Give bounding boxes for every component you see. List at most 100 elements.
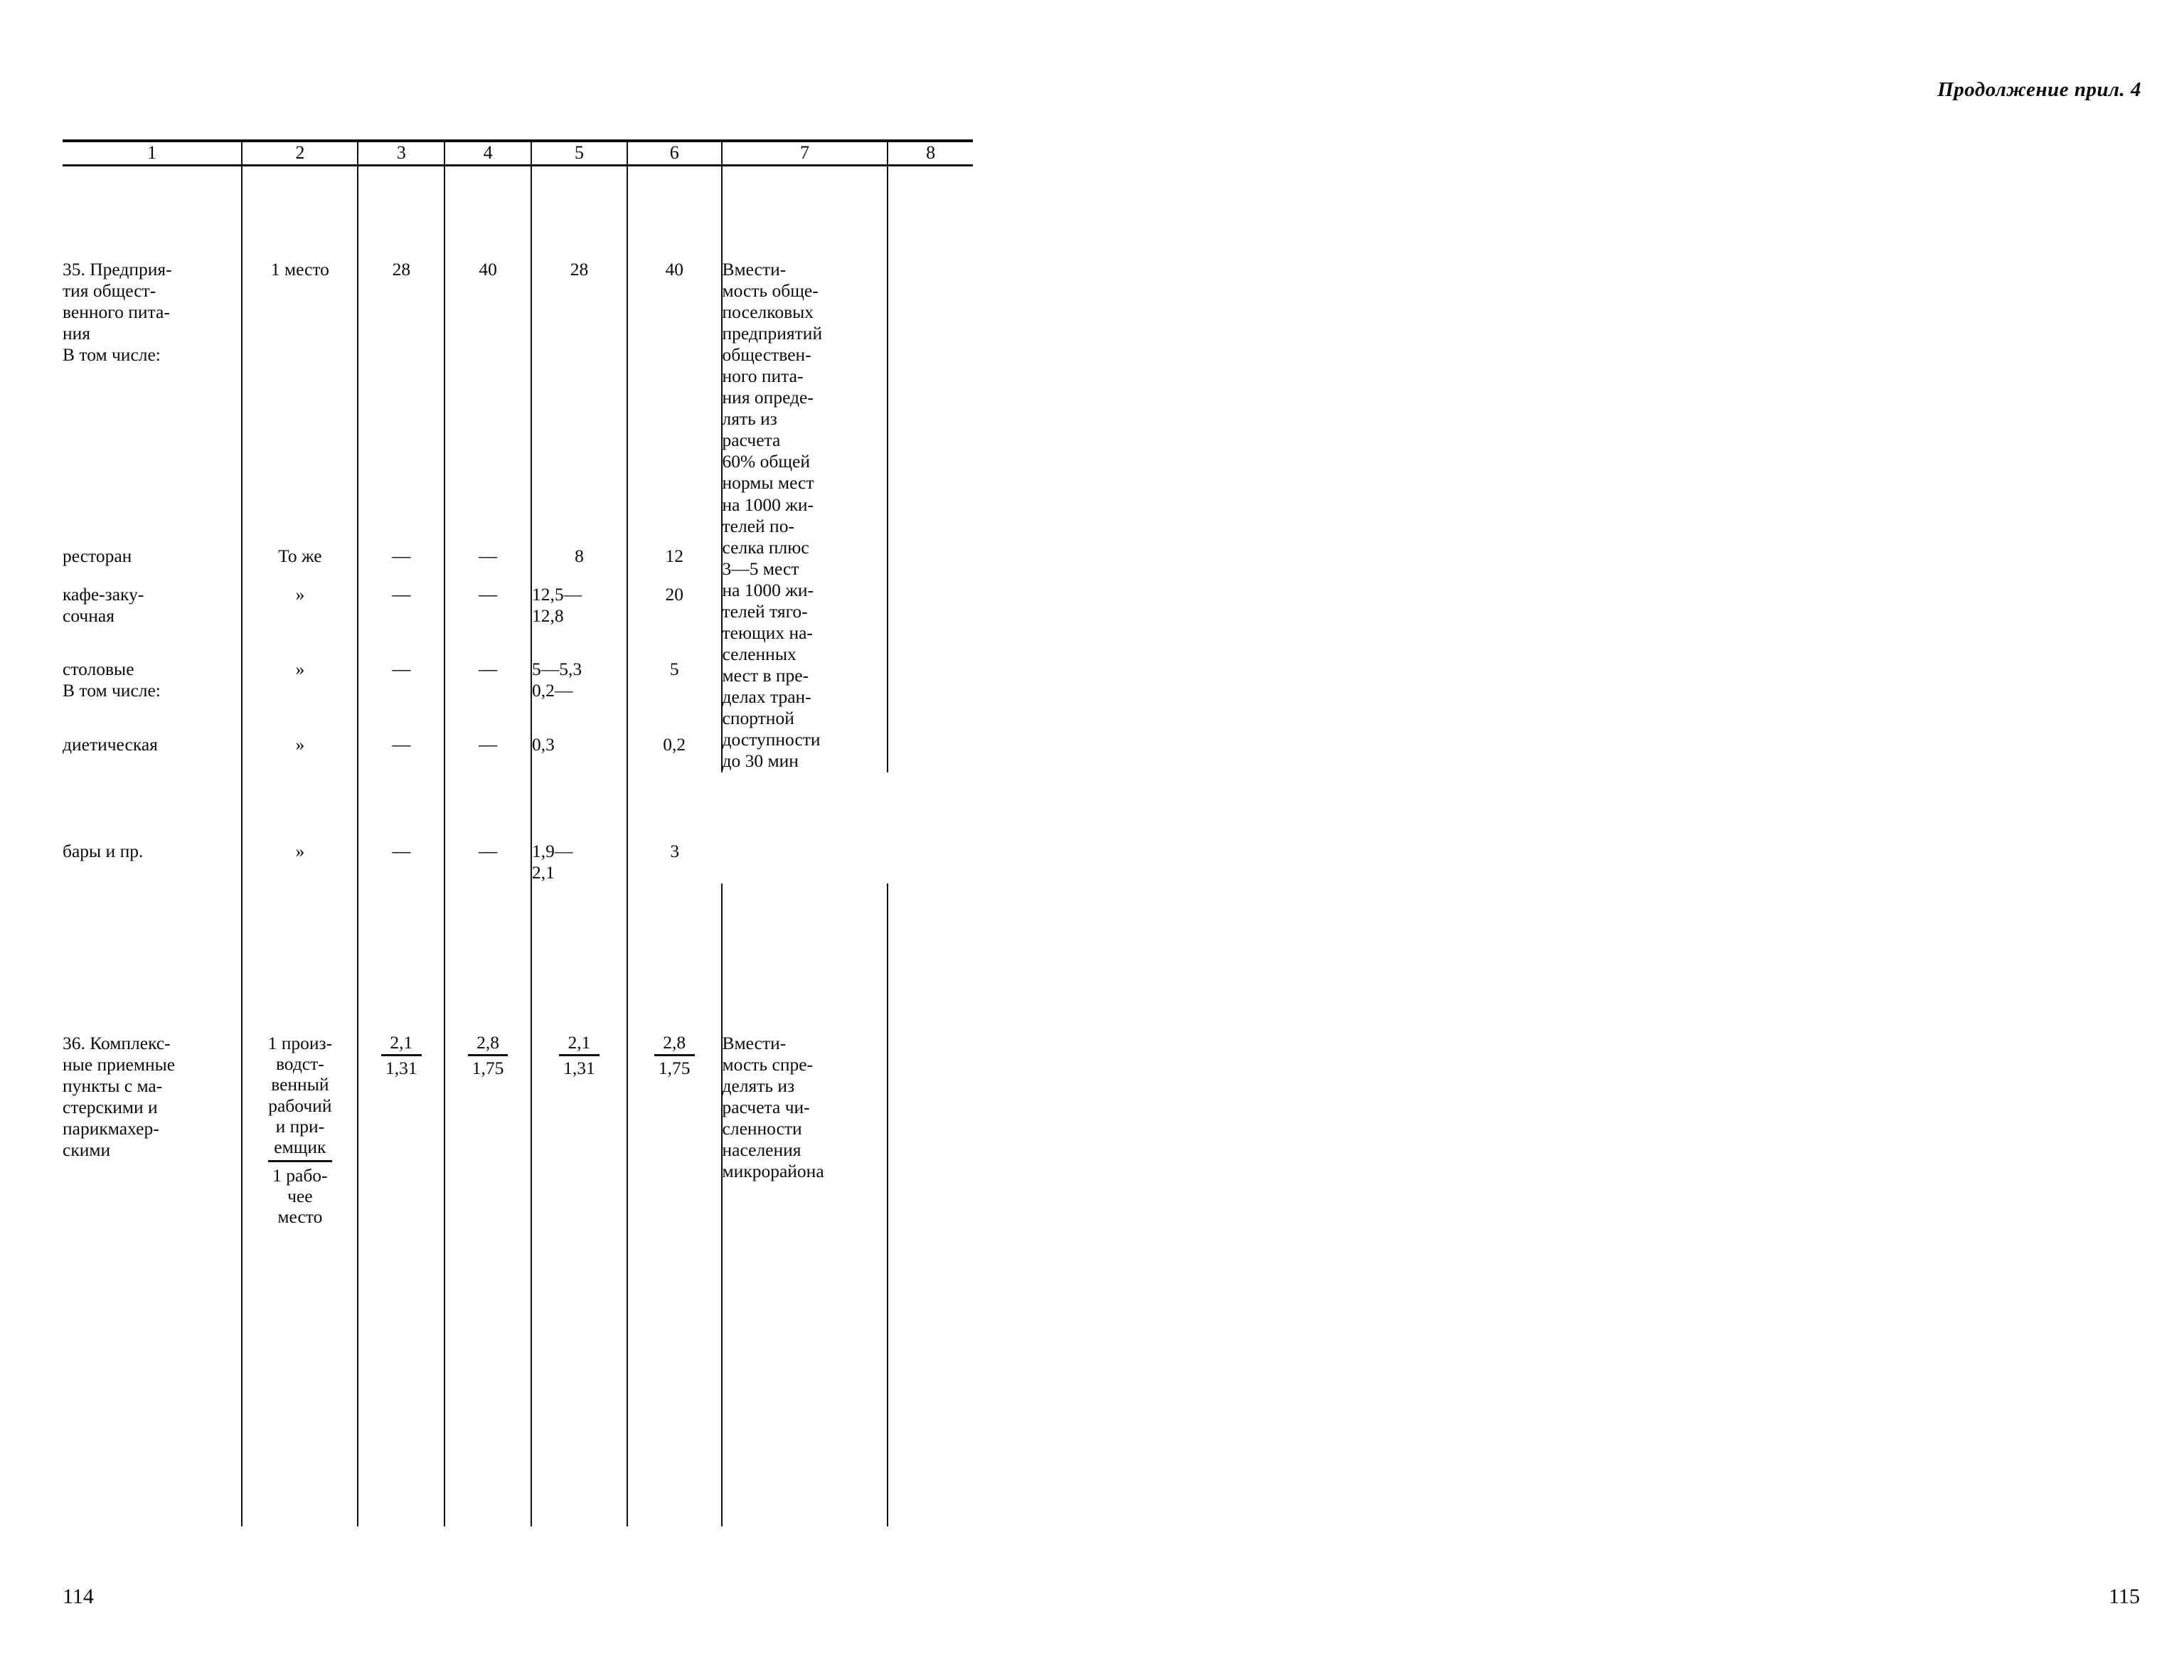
table-row: 36. Комплекс- ные приемные пункты с ма- … bbox=[63, 1031, 973, 1228]
row-restoran-col3: — bbox=[357, 546, 445, 584]
spacer-c6 bbox=[626, 165, 722, 259]
row36-col3-numerator: 2,1 bbox=[390, 1031, 413, 1053]
table-row: кафе-заку- сочная » — — 12,5— 12,8 20 bbox=[63, 583, 973, 659]
row-diet-name: диетическая bbox=[63, 733, 158, 755]
row-kafe-col3: — bbox=[357, 583, 445, 659]
col-header-3: 3 bbox=[357, 141, 445, 166]
row-diet-col4: — bbox=[444, 733, 532, 772]
row36-col5-numerator: 2,1 bbox=[568, 1031, 591, 1053]
left-table: 1 2 3 4 5 6 7 8 bbox=[63, 139, 973, 1527]
row-stolovye-col4: — bbox=[444, 659, 532, 734]
row-diet-col6: 0,2 bbox=[626, 733, 722, 772]
row-diet-col5: 0,3 bbox=[531, 733, 627, 772]
row35-name: 35. Предприя- тия общест- венного пита- … bbox=[63, 258, 172, 365]
row-restoran-col5: 8 bbox=[531, 546, 627, 584]
row36-col5-fraction: 2,1 1,31 bbox=[559, 1031, 600, 1078]
row35-col6: 40 bbox=[626, 258, 722, 447]
spacer-c3 bbox=[357, 165, 445, 259]
row-kafe-col6: 20 bbox=[626, 583, 722, 659]
page-right: Продолжение прил. 4 9 10 11 12 13 14 bbox=[1092, 0, 2184, 1680]
page-number-right: 115 bbox=[2109, 1585, 2140, 1608]
row35-col5: 28 bbox=[531, 258, 627, 447]
row-bary-col3: — bbox=[357, 772, 445, 883]
gap2-c6 bbox=[626, 883, 722, 1033]
row-stolovye-col5: 5—5,3 0,2— bbox=[531, 659, 627, 734]
row35-unit: 1 место bbox=[241, 258, 358, 447]
gap-c4 bbox=[444, 446, 532, 546]
row36-col3-denominator: 1,31 bbox=[381, 1053, 422, 1078]
spacer-c2 bbox=[241, 165, 358, 259]
row-kafe-col4: — bbox=[444, 583, 532, 659]
col-header-1: 1 bbox=[147, 142, 157, 163]
left-table-header: 1 2 3 4 5 6 7 8 bbox=[63, 141, 973, 166]
row36-col6-fraction: 2,8 1,75 bbox=[654, 1031, 695, 1078]
row35-col4: 40 bbox=[444, 258, 532, 447]
col-header-5: 5 bbox=[531, 141, 627, 166]
row-bary-col4: — bbox=[444, 772, 532, 883]
col-header-2: 2 bbox=[241, 141, 358, 166]
table-row-gap bbox=[63, 446, 973, 546]
left-table-body: 35. Предприя- тия общест- венного пита- … bbox=[63, 165, 973, 1527]
row-diet-unit: » bbox=[241, 733, 358, 772]
row-stolovye-unit: » bbox=[241, 659, 358, 734]
table-row-gap bbox=[63, 883, 973, 1033]
table-row: столовые В том числе: » — — 5—5,3 0,2— 5 bbox=[63, 659, 973, 734]
table-row: диетическая » — — 0,3 0,2 bbox=[63, 733, 973, 772]
table-rule-row bbox=[63, 165, 973, 259]
row-bary-unit: » bbox=[241, 772, 358, 883]
table-bottom-filler bbox=[63, 1228, 973, 1527]
row-bary-col5: 1,9— 2,1 bbox=[531, 772, 627, 883]
row36-col6-denominator: 1,75 bbox=[654, 1053, 695, 1078]
row-kafe-col5: 12,5— 12,8 bbox=[531, 583, 627, 659]
row36-col6: 2,8 1,75 bbox=[626, 1031, 722, 1228]
page-left: 1 2 3 4 5 6 7 8 bbox=[63, 139, 973, 1608]
gap2-c8 bbox=[887, 883, 973, 1033]
gap-c6 bbox=[626, 446, 722, 546]
spacer-c8 bbox=[887, 165, 973, 259]
gap-c2 bbox=[241, 446, 358, 546]
row36-unit: 1 произ- водст- венный рабочий и при- ем… bbox=[241, 1032, 358, 1228]
gap-c1 bbox=[63, 446, 242, 546]
filler-c3 bbox=[357, 1228, 445, 1527]
row-restoran-col6: 12 bbox=[626, 546, 722, 584]
page-number-left: 114 bbox=[63, 1585, 94, 1608]
row36-unit-denominator: 1 рабо- чее место bbox=[267, 1159, 333, 1228]
row-restoran-col4: — bbox=[444, 546, 532, 584]
row36-col3-fraction: 2,1 1,31 bbox=[381, 1031, 422, 1078]
row36-col4: 2,8 1,75 bbox=[444, 1031, 532, 1228]
continuation-note: Продолжение прил. 4 bbox=[1937, 78, 2141, 101]
row-stolovye-name: столовые В том числе: bbox=[63, 659, 161, 701]
filler-c8 bbox=[887, 1228, 973, 1527]
row35-note: Вмести- мость обще- поселковых предприят… bbox=[720, 258, 888, 772]
header-row: 1 2 3 4 5 6 7 8 bbox=[63, 141, 973, 166]
row35-col8 bbox=[887, 258, 973, 772]
row-kafe-unit: » bbox=[241, 583, 358, 659]
row-bary-col6: 3 bbox=[626, 772, 722, 883]
filler-c7 bbox=[720, 1228, 888, 1527]
row-diet-col3: — bbox=[357, 733, 445, 772]
spacer-c7 bbox=[720, 165, 888, 259]
row36-col5-denominator: 1,31 bbox=[559, 1053, 600, 1078]
table-row: 35. Предприя- тия общест- венного пита- … bbox=[63, 258, 973, 772]
row36-col4-fraction: 2,8 1,75 bbox=[467, 1031, 508, 1078]
row36-col4-denominator: 1,75 bbox=[467, 1053, 508, 1078]
spacer-c4 bbox=[444, 165, 532, 259]
filler-c2 bbox=[241, 1228, 358, 1527]
row36-unit-numerator: 1 произ- водст- венный рабочий и при- ем… bbox=[267, 1032, 333, 1158]
col-header-8: 8 bbox=[887, 141, 973, 166]
row-stolovye-col6: 5 bbox=[626, 659, 722, 734]
col-header-7: 7 bbox=[720, 141, 888, 166]
row-bary-name: бары и пр. bbox=[63, 840, 144, 861]
row-restoran-name: ресторан bbox=[63, 546, 132, 567]
row36-col4-numerator: 2,8 bbox=[476, 1031, 500, 1053]
row36-col6-numerator: 2,8 bbox=[663, 1031, 686, 1053]
row35-col3: 28 bbox=[357, 258, 445, 447]
gap2-c1 bbox=[63, 883, 242, 1033]
row-restoran-unit: То же bbox=[241, 546, 358, 584]
row36-unit-fraction: 1 произ- водст- венный рабочий и при- ем… bbox=[267, 1032, 333, 1228]
spacer-c1 bbox=[63, 165, 242, 259]
table-row: ресторан То же — — 8 12 bbox=[63, 546, 973, 584]
filler-c5 bbox=[531, 1228, 627, 1527]
col-header-6: 6 bbox=[626, 141, 722, 166]
